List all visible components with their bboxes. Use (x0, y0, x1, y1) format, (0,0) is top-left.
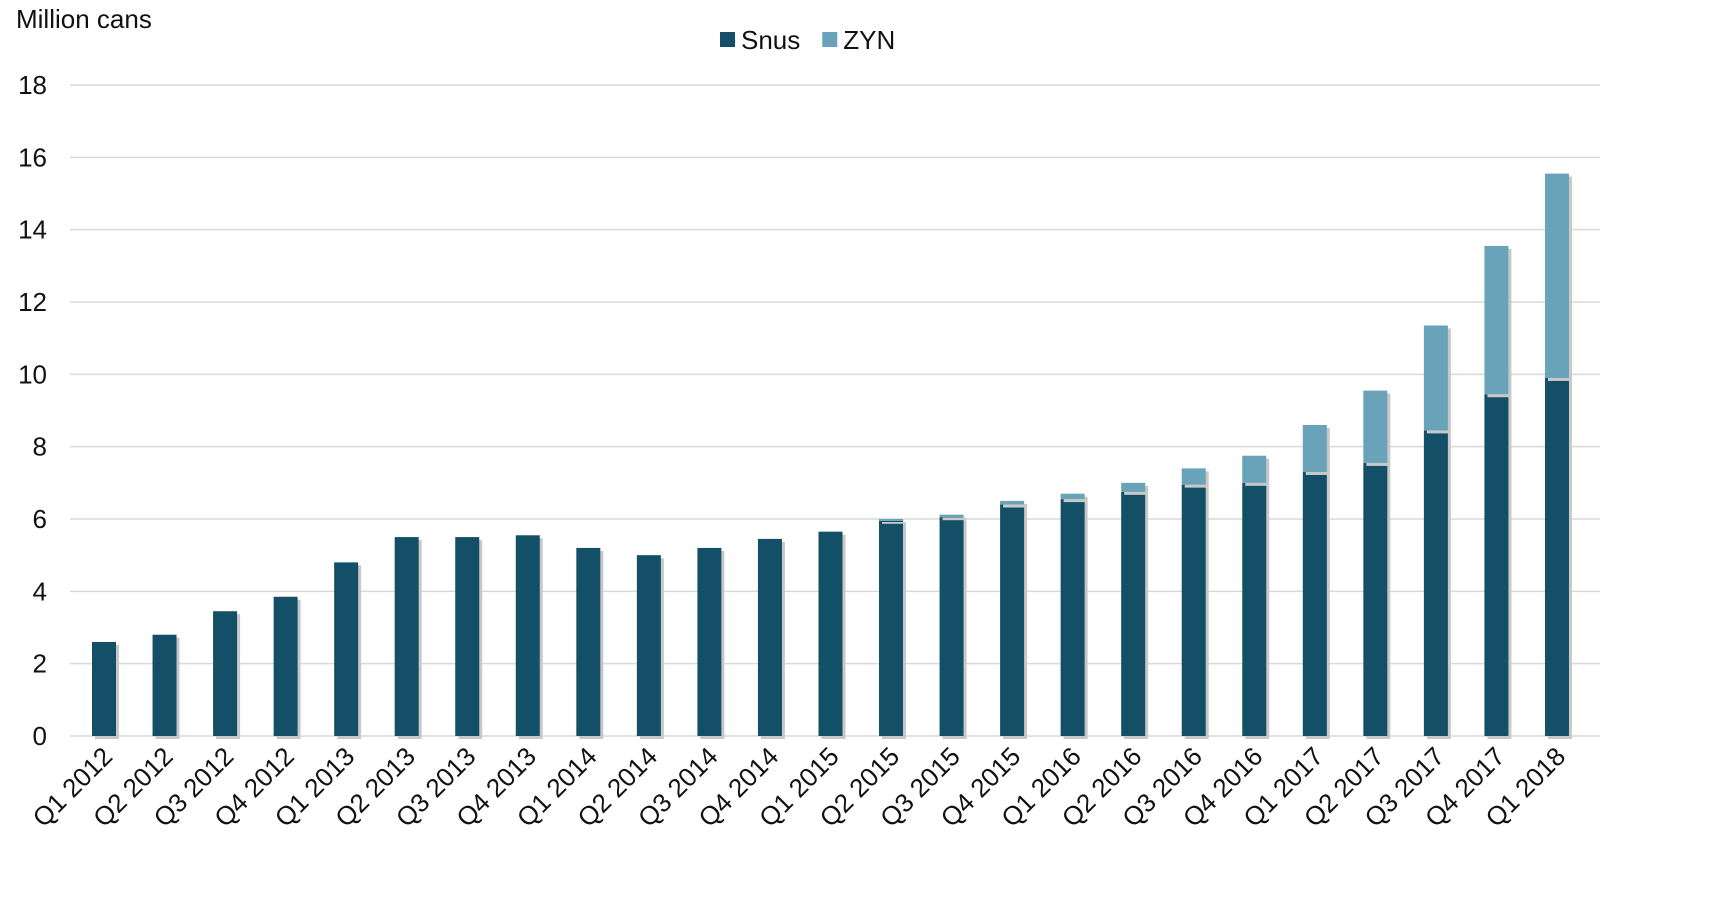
bar (1060, 499, 1085, 736)
bar (576, 547, 601, 736)
bar (1181, 484, 1206, 736)
y-tick-label: 6 (33, 504, 47, 534)
bar (213, 611, 238, 736)
bar (939, 517, 964, 736)
bar (1181, 468, 1206, 485)
y-axis-label: Million cans (16, 4, 152, 34)
legend-label: Snus (741, 25, 800, 55)
bar (1121, 491, 1146, 736)
bar (1242, 482, 1267, 736)
bar (939, 514, 964, 518)
y-tick-label: 2 (33, 649, 47, 679)
bar (334, 562, 359, 736)
bar (697, 547, 722, 736)
y-tick-label: 10 (18, 359, 47, 389)
bar (1302, 424, 1327, 472)
bar (1000, 504, 1025, 736)
bar (1000, 500, 1025, 505)
bar (455, 537, 480, 736)
bar-shadow (1063, 496, 1088, 503)
bar (1544, 377, 1569, 736)
bar (818, 531, 843, 736)
bar (92, 641, 116, 736)
bar (1484, 394, 1509, 736)
bar (1242, 455, 1267, 483)
bar (1363, 390, 1388, 463)
bar (636, 555, 661, 736)
bar (1060, 493, 1085, 500)
y-tick-label: 14 (18, 215, 47, 245)
y-tick-label: 4 (33, 576, 47, 606)
bar (515, 535, 540, 736)
legend-label: ZYN (843, 25, 895, 55)
bar (879, 520, 904, 736)
y-tick-label: 8 (33, 432, 47, 462)
bar (1121, 482, 1146, 492)
bar (1484, 245, 1509, 395)
legend-swatch (720, 32, 735, 47)
bar (273, 596, 298, 736)
y-tick-label: 16 (18, 142, 47, 172)
bar (757, 538, 782, 736)
bar (1363, 462, 1388, 736)
bar (879, 519, 904, 521)
bar (394, 537, 419, 736)
y-tick-label: 18 (18, 70, 47, 100)
bar (1544, 173, 1569, 378)
bar (1423, 325, 1448, 431)
bar (152, 634, 177, 736)
bar-shadow (942, 517, 967, 521)
legend-swatch (822, 32, 838, 47)
bar (1423, 430, 1448, 736)
bar (1302, 471, 1327, 736)
y-tick-label: 0 (33, 721, 47, 751)
bar-shadow (882, 522, 907, 524)
bar-shadow (1003, 503, 1028, 508)
y-tick-label: 12 (18, 287, 47, 317)
